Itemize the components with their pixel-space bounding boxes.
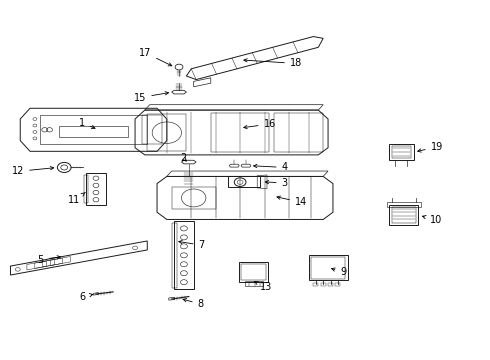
Text: 14: 14 bbox=[277, 196, 307, 207]
Text: 18: 18 bbox=[244, 58, 302, 68]
Text: 7: 7 bbox=[179, 240, 205, 250]
Text: 15: 15 bbox=[134, 92, 169, 103]
Text: 11: 11 bbox=[68, 192, 85, 206]
Text: 1: 1 bbox=[78, 118, 95, 129]
Text: 4: 4 bbox=[254, 162, 288, 172]
Text: 9: 9 bbox=[332, 267, 346, 277]
Text: 12: 12 bbox=[12, 166, 54, 176]
Text: 10: 10 bbox=[422, 215, 442, 225]
Text: 5: 5 bbox=[37, 255, 61, 265]
Text: 2: 2 bbox=[180, 153, 186, 163]
Text: 16: 16 bbox=[244, 119, 276, 129]
Text: 17: 17 bbox=[139, 48, 172, 66]
Text: 6: 6 bbox=[80, 292, 93, 302]
Text: 13: 13 bbox=[254, 282, 272, 292]
Text: 8: 8 bbox=[183, 298, 204, 309]
Text: 19: 19 bbox=[417, 142, 443, 152]
Text: 3: 3 bbox=[265, 178, 288, 188]
